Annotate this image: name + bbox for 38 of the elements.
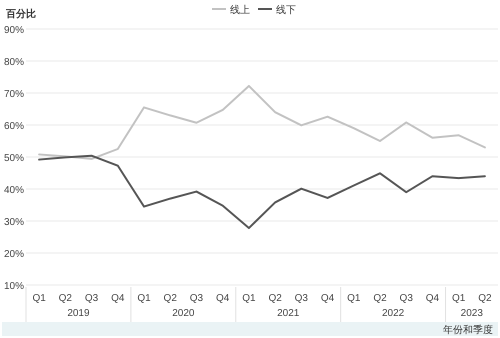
x-tick-label: Q4 <box>320 293 335 304</box>
x-tick-label: Q3 <box>294 293 308 304</box>
x-tick-label: Q4 <box>426 293 440 304</box>
y-tick-label: 10% <box>4 281 24 292</box>
x-tick-label: Q2 <box>268 293 282 304</box>
y-tick-label: 40% <box>4 185 24 196</box>
y-axis-title: 百分比 <box>5 8 36 20</box>
legend-label: 线下 <box>276 4 296 16</box>
x-tick-label: Q2 <box>58 293 72 304</box>
text: 2022 <box>382 308 405 319</box>
x-tick-label: Q3 <box>400 293 414 304</box>
text: 2019 <box>67 308 90 319</box>
x-tick-label: Q2 <box>164 293 178 304</box>
text: 2021 <box>277 308 300 319</box>
x-tick-label: Q3 <box>190 293 204 304</box>
x-tick-label: Q1 <box>32 293 46 304</box>
x-tick-label: Q4 <box>111 293 125 304</box>
x-tick-label: Q1 <box>347 293 361 304</box>
x-tick-label: Q2 <box>373 293 388 304</box>
line-series <box>38 154 486 230</box>
y-tick-label: 70% <box>4 89 24 100</box>
x-tick-label: Q1 <box>137 293 152 304</box>
y-tick-label: 50% <box>4 153 24 164</box>
y-tick-label: 60% <box>4 121 24 132</box>
x-axis-title: 年份和季度 <box>443 324 493 336</box>
x-tick-label: Q1 <box>452 293 466 304</box>
y-tick-label: 90% <box>4 25 24 36</box>
y-tick-label: 30% <box>4 217 24 228</box>
legend-label: 线上 <box>230 4 250 16</box>
text: 2023 <box>460 308 484 319</box>
x-tick-label: Q4 <box>216 293 230 304</box>
y-tick-label: 20% <box>4 249 24 260</box>
x-tick-label: Q3 <box>84 293 99 304</box>
line-series <box>38 84 486 160</box>
x-tick-label: Q1 <box>242 293 256 304</box>
x-tick-label: Q2 <box>478 293 492 304</box>
y-tick-label: 80% <box>4 57 24 68</box>
text: 2020 <box>172 308 195 319</box>
